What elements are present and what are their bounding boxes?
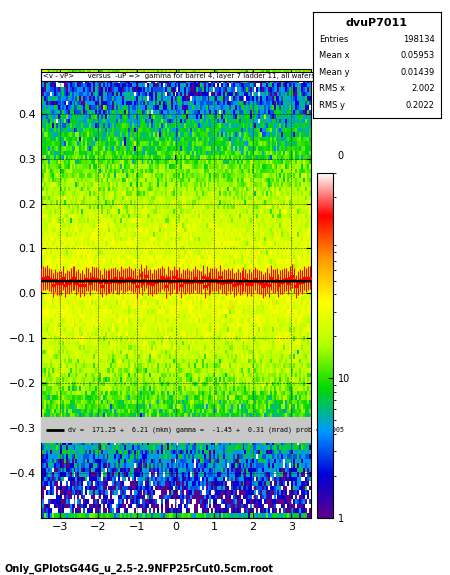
Text: 0: 0 (338, 151, 344, 161)
Text: RMS x: RMS x (319, 85, 345, 93)
Text: Only_GPlotsG44G_u_2.5-2.9NFP25rCut0.5cm.root: Only_GPlotsG44G_u_2.5-2.9NFP25rCut0.5cm.… (4, 564, 274, 574)
Text: Mean y: Mean y (319, 68, 350, 77)
Text: 0.01439: 0.01439 (400, 68, 435, 77)
Text: 0.2022: 0.2022 (406, 101, 435, 110)
Text: RMS y: RMS y (319, 101, 345, 110)
Text: Mean x: Mean x (319, 51, 350, 60)
Text: 0.05953: 0.05953 (400, 51, 435, 60)
Text: dv =  171.25 +  6.21 (mkm) gamma =  -1.45 +  0.31 (mrad) prob = 0.005: dv = 171.25 + 6.21 (mkm) gamma = -1.45 +… (68, 427, 343, 434)
Bar (40, 416, 310, 443)
Text: <v - vP>      versus  -uP =>  gamma for barrel 4, layer 7 ladder 11, all wafers: <v - vP> versus -uP => gamma for barrel … (43, 74, 315, 79)
Text: 198134: 198134 (403, 35, 435, 44)
Text: Entries: Entries (319, 35, 349, 44)
Text: 2.002: 2.002 (411, 85, 435, 93)
Text: dvuP7011: dvuP7011 (346, 18, 408, 28)
